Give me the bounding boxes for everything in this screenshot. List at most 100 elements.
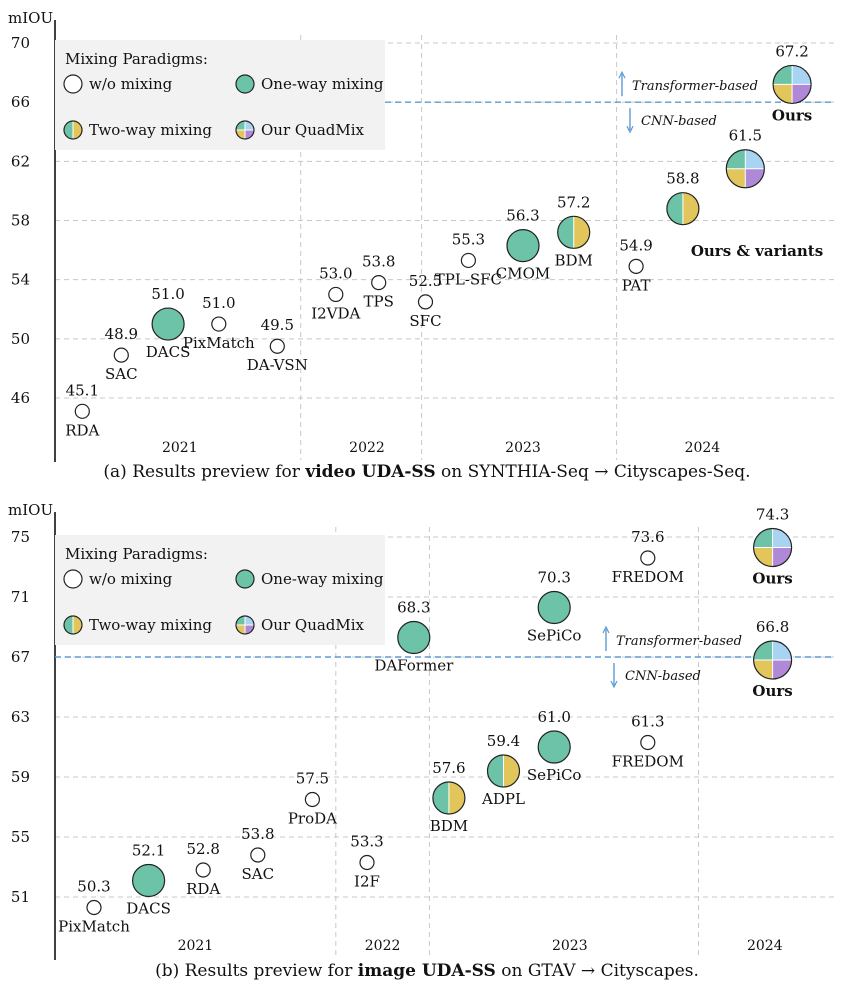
data-point — [371, 275, 387, 291]
value-label: 52.8 — [186, 840, 219, 858]
group-label: Ours & variants — [691, 242, 823, 260]
data-point — [328, 286, 344, 303]
caption-a-prefix: (a) Results preview for — [103, 462, 306, 482]
y-tick-label: 62 — [11, 152, 30, 170]
marker-outline — [752, 640, 793, 680]
marker-wedge-tl — [726, 149, 746, 169]
marker-circle — [537, 590, 571, 625]
threshold-lower-label: CNN-based — [625, 669, 701, 684]
data-point — [195, 862, 211, 878]
data-point — [417, 294, 434, 310]
point-name-label: Ours — [772, 106, 812, 124]
marker-outline — [235, 615, 255, 635]
value-label: 59.4 — [487, 732, 520, 750]
y-tick-label: 55 — [11, 828, 30, 846]
marker-wedge-bl — [753, 660, 773, 679]
point-name-label: RDA — [186, 880, 220, 898]
marker-circle — [74, 403, 90, 419]
legend-marker-one — [235, 74, 255, 94]
marker-circle — [328, 286, 344, 303]
marker-wedge-br — [772, 660, 792, 679]
point-name-label: SePiCo — [527, 766, 582, 784]
marker-circle — [506, 229, 540, 263]
marker-wedge-tr — [772, 641, 792, 660]
data-point — [628, 258, 644, 274]
point-name-label: I2F — [354, 873, 380, 891]
value-label: 55.3 — [452, 230, 485, 248]
legend-box — [55, 40, 385, 150]
marker-wedge-bl — [753, 547, 773, 567]
caption-b: (b) Results preview for image UDA-SS on … — [0, 961, 854, 981]
value-label: 61.3 — [631, 713, 664, 731]
legend-label: Two-way mixing — [89, 121, 212, 139]
legend-box — [55, 535, 385, 645]
year-label: 2024 — [747, 938, 783, 954]
value-label: 48.9 — [105, 325, 138, 343]
marker-circle — [269, 338, 285, 354]
data-point — [250, 847, 266, 863]
y-tick-label: 71 — [11, 588, 30, 606]
data-point — [537, 590, 571, 625]
marker-circle — [640, 734, 656, 751]
point-name-label: I2VDA — [311, 304, 360, 322]
marker-wedge-br — [772, 547, 792, 567]
value-label: 70.3 — [537, 569, 570, 587]
marker-outline — [235, 120, 255, 140]
value-label: 52.5 — [409, 272, 442, 290]
year-label: 2021 — [162, 440, 198, 456]
point-name-label: PixMatch — [183, 334, 255, 352]
marker-circle — [235, 74, 255, 94]
legend-label: Our QuadMix — [261, 121, 365, 139]
marker-wedge-tr — [245, 616, 254, 625]
marker-circle — [63, 74, 83, 94]
point-name-label: DACS — [126, 900, 171, 918]
caption-a-bold: video UDA-SS — [305, 462, 436, 482]
marker-circle — [417, 294, 434, 310]
y-tick-label: 63 — [11, 708, 30, 726]
arrow-up-head — [618, 70, 626, 79]
data-point — [506, 229, 540, 263]
legend-marker-one — [235, 569, 255, 589]
year-label: 2024 — [685, 440, 721, 456]
value-label: 73.6 — [631, 528, 664, 546]
marker-outline — [63, 120, 83, 140]
marker-wedge-br — [245, 130, 254, 139]
marker-circle — [113, 347, 129, 363]
marker-circle — [132, 863, 166, 898]
point-name-label: DAFormer — [374, 657, 454, 675]
marker-circle — [359, 854, 375, 871]
caption-b-suffix: on GTAV → Cityscapes. — [495, 961, 699, 981]
legend-marker-quad — [235, 615, 255, 635]
point-name-label: SFC — [409, 312, 441, 330]
arrow-up-head — [602, 625, 610, 634]
legend-heading: Mixing Paradigms: — [65, 545, 208, 563]
legend-label: Our QuadMix — [261, 616, 365, 634]
legend: Mixing Paradigms: w/o mixing One-way mixin… — [55, 535, 385, 645]
point-name-label: DA-VSN — [247, 356, 308, 374]
marker-wedge-bl — [726, 168, 746, 188]
point-name-label: Ours — [752, 570, 792, 588]
marker-outline — [557, 215, 591, 249]
value-label: 74.3 — [756, 506, 789, 524]
data-point — [151, 307, 185, 341]
data-point — [74, 403, 90, 419]
y-axis-label: mIOU — [8, 501, 53, 519]
marker-circle — [397, 620, 431, 655]
marker-circle — [371, 275, 387, 291]
data-point — [304, 791, 320, 808]
marker-wedge-tl — [236, 121, 245, 130]
data-point — [752, 527, 793, 568]
chart-panel-b: 51 55 59 63 67 71 75 2021 2022 2023 2024 mIOU Transf… — [8, 501, 835, 960]
marker-wedge-left — [432, 782, 449, 814]
value-label: 61.5 — [729, 127, 762, 145]
value-label: 56.3 — [506, 207, 539, 225]
value-label: 61.0 — [537, 708, 570, 726]
marker-wedge-tr — [245, 121, 254, 130]
point-name-label: ADPL — [481, 790, 525, 808]
marker-wedge-bl — [773, 84, 793, 104]
chart-panel-a: 46 50 54 58 62 66 70 2021 2022 2023 2024 mIOU Transf… — [8, 9, 835, 462]
value-label: 57.2 — [557, 193, 590, 211]
threshold-upper-label: Transformer-based — [632, 79, 758, 94]
data-point — [397, 620, 431, 655]
marker-outline — [486, 754, 521, 788]
